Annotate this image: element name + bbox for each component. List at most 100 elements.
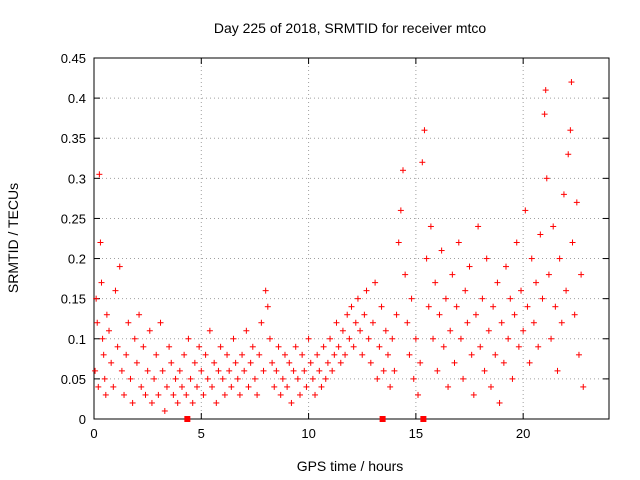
data-point <box>378 303 385 310</box>
data-point <box>174 399 181 406</box>
data-point <box>116 263 123 270</box>
data-point <box>271 383 278 390</box>
data-point <box>269 359 276 366</box>
data-point <box>348 303 355 310</box>
data-point <box>402 271 409 278</box>
data-point <box>483 255 490 262</box>
data-point <box>93 295 100 302</box>
y-tick-label: 0.4 <box>68 91 86 106</box>
data-point <box>309 375 316 382</box>
data-point <box>406 351 413 358</box>
y-tick-label: 0 <box>79 412 86 427</box>
data-point <box>552 303 559 310</box>
data-point <box>189 399 196 406</box>
data-point <box>230 335 237 342</box>
data-point <box>191 359 198 366</box>
x-axis-label: GPS time / hours <box>297 458 404 474</box>
data-point <box>457 335 464 342</box>
data-point <box>286 359 293 366</box>
data-point <box>292 343 299 350</box>
data-point <box>163 383 170 390</box>
data-point <box>159 367 166 374</box>
data-point <box>144 367 151 374</box>
data-point <box>339 327 346 334</box>
data-point <box>329 367 336 374</box>
data-point <box>209 383 216 390</box>
data-point <box>312 391 319 398</box>
data-point <box>568 79 575 86</box>
y-tick-label: 0.35 <box>61 131 86 146</box>
data-point <box>187 375 194 382</box>
data-point <box>391 367 398 374</box>
data-point <box>320 343 327 350</box>
plot-frame <box>93 57 610 420</box>
data-point <box>335 343 342 350</box>
data-point <box>434 367 441 374</box>
data-point <box>288 399 295 406</box>
data-point <box>118 367 125 374</box>
data-point <box>404 319 411 326</box>
data-point <box>157 319 164 326</box>
data-point <box>485 327 492 334</box>
zero-marker <box>420 416 427 422</box>
data-point <box>442 295 449 302</box>
data-point <box>556 255 563 262</box>
data-point <box>464 319 471 326</box>
data-point <box>228 383 235 390</box>
data-point <box>247 359 254 366</box>
data-point <box>108 359 115 366</box>
data-point <box>254 391 261 398</box>
data-point <box>346 335 353 342</box>
data-point <box>365 335 372 342</box>
data-point <box>206 327 213 334</box>
data-point <box>533 279 540 286</box>
data-point <box>277 391 284 398</box>
data-point <box>198 367 205 374</box>
data-point <box>211 359 218 366</box>
data-point <box>376 343 383 350</box>
data-point <box>535 343 542 350</box>
data-point <box>153 351 160 358</box>
data-point <box>316 367 323 374</box>
data-point <box>408 295 415 302</box>
data-point <box>256 351 263 358</box>
data-point <box>266 335 273 342</box>
zero-marker <box>379 416 386 422</box>
data-point <box>470 391 477 398</box>
data-point <box>123 351 130 358</box>
data-point <box>382 327 389 334</box>
data-point <box>322 375 329 382</box>
data-point <box>496 399 503 406</box>
data-point <box>515 343 522 350</box>
data-point <box>505 335 512 342</box>
data-point <box>550 223 557 230</box>
data-point <box>421 127 428 134</box>
data-point <box>138 383 145 390</box>
data-point <box>196 343 203 350</box>
data-point <box>94 319 101 326</box>
data-point <box>333 319 340 326</box>
data-point <box>440 343 447 350</box>
data-point <box>412 335 419 342</box>
data-point <box>352 319 359 326</box>
data-point <box>518 287 525 294</box>
data-point <box>548 335 555 342</box>
data-point <box>466 263 473 270</box>
data-point <box>106 327 113 334</box>
y-tick-label: 0.05 <box>61 372 86 387</box>
data-point <box>472 311 479 318</box>
data-point <box>359 351 366 358</box>
data-point <box>99 335 106 342</box>
data-point <box>395 239 402 246</box>
data-point <box>185 335 192 342</box>
y-tick-label: 0.15 <box>61 292 86 307</box>
data-point <box>294 375 301 382</box>
data-point <box>95 383 102 390</box>
data-point <box>112 287 119 294</box>
data-point <box>565 151 572 158</box>
data-point <box>526 359 533 366</box>
data-point <box>284 383 291 390</box>
data-point <box>520 327 527 334</box>
data-point <box>490 303 497 310</box>
data-point <box>176 367 183 374</box>
